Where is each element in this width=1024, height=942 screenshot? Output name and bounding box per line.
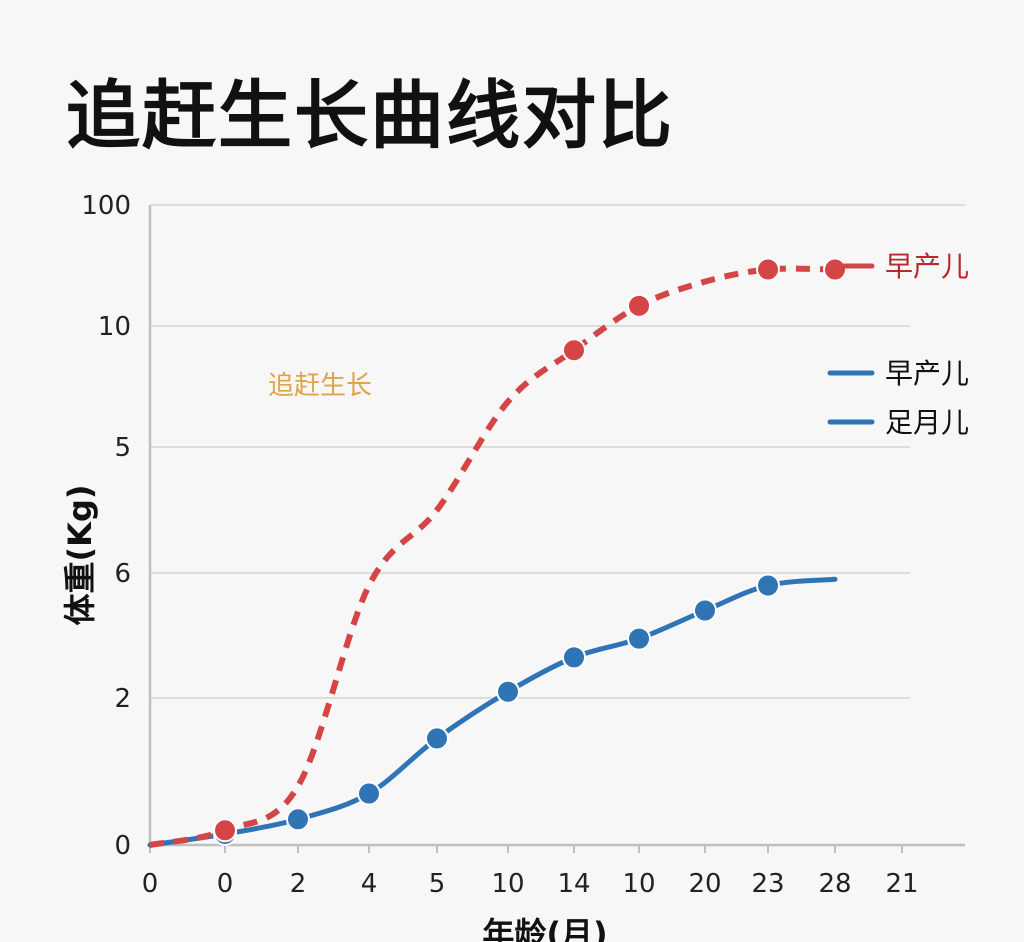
term-data-point: [286, 807, 310, 832]
x-tick-label: 0: [142, 869, 159, 899]
x-tick-label: 14: [557, 869, 590, 899]
x-tick-label: 2: [290, 869, 307, 899]
premature-data-point: [823, 257, 847, 282]
premature-data-point: [562, 338, 586, 363]
x-tick-label: 23: [751, 869, 784, 899]
y-tick-label: 100: [81, 191, 131, 221]
y-axis-label: 体重(Kg): [61, 485, 99, 626]
premature-data-point: [756, 257, 780, 282]
x-tick-label: 21: [885, 869, 918, 899]
x-tick-label: 10: [491, 869, 524, 899]
y-tick-label: 10: [98, 312, 131, 342]
term-data-point: [627, 626, 651, 651]
y-tick-label: 5: [114, 433, 131, 463]
term-data-point: [496, 679, 520, 704]
x-axis-label: 年龄(月): [482, 915, 607, 942]
legend-label: 早产儿: [885, 250, 969, 283]
x-tick-label: 10: [622, 869, 655, 899]
term-data-point: [562, 645, 586, 670]
legend-label: 早产儿: [885, 357, 969, 390]
x-tick-label: 5: [429, 869, 446, 899]
premature-series-line: [149, 265, 836, 848]
y-tick-label: 2: [114, 684, 131, 714]
premature-data-point: [213, 818, 237, 843]
term-data-point: [756, 573, 780, 598]
y-tick-label: 0: [114, 831, 131, 861]
chart-title: 追赶生长曲线对比: [66, 73, 674, 159]
term-data-point: [425, 726, 449, 751]
x-tick-label: 0: [217, 869, 234, 899]
y-tick-label: 6: [114, 559, 131, 589]
legend-label: 足月儿: [885, 406, 969, 439]
term-series-line: [147, 576, 838, 848]
term-data-point: [693, 598, 717, 623]
x-tick-label: 4: [361, 869, 378, 899]
term-data-point: [357, 781, 381, 806]
x-tick-label: 20: [688, 869, 721, 899]
annotation-label: 追赶生长: [268, 371, 372, 401]
premature-data-point: [627, 293, 651, 318]
x-tick-label: 28: [818, 869, 851, 899]
